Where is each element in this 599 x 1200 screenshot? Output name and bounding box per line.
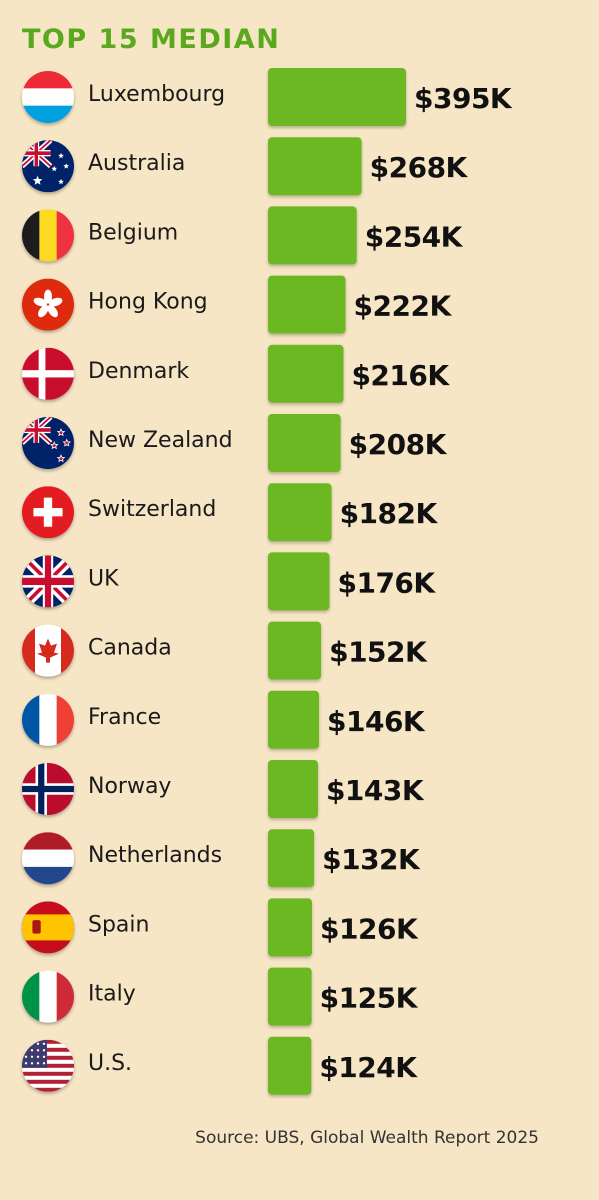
country-label: Belgium [88,220,178,245]
bar [268,68,406,126]
country-label: New Zealand [88,428,233,453]
country-label: Luxembourg [88,82,225,107]
chart-row: France $146K [22,690,426,749]
denmark-flag-icon [22,347,74,400]
value-label: $208K [349,428,448,461]
value-label: $182K [340,497,439,530]
chart-row: Luxembourg $395K [22,68,513,126]
value-label: $126K [320,912,419,945]
bar [268,344,344,403]
chart-row: New Zealand $208K [22,414,448,472]
chart-row: Belgium $254K [22,206,464,265]
chart-row: Denmark $216K [22,344,451,403]
country-label: Australia [88,151,185,176]
us-flag-icon [22,1039,74,1092]
bar [268,898,313,957]
value-label: $216K [351,359,450,392]
chart-row: Australia $268K [22,137,469,196]
new-zealand-flag-icon [22,417,74,469]
bar [268,1036,312,1095]
bar [268,829,315,888]
france-flag-icon [22,693,74,746]
norway-flag-icon [22,763,74,815]
chart-row: Spain $126K [22,898,419,957]
bar [268,967,312,1026]
chart-row: UK $176K [22,552,437,611]
canada-flag-icon [22,624,74,677]
country-label: Canada [88,636,172,661]
bar [268,483,332,542]
bar [268,552,330,611]
chart-row: U.S. $124K [22,1036,419,1095]
value-label: $222K [354,290,453,323]
bar [268,690,320,749]
source-note: Source: UBS, Global Wealth Report 2025 [195,1128,539,1148]
country-label: Spain [88,912,149,937]
netherlands-flag-icon [22,832,74,885]
chart-row: Norway $143K [22,760,425,818]
bar [268,275,346,334]
country-label: Italy [88,982,136,1007]
uk-flag-icon [22,555,74,608]
spain-flag-icon [22,901,74,954]
country-label: Netherlands [88,843,222,868]
value-label: $124K [319,1051,418,1084]
chart-row: Italy $125K [22,967,419,1026]
value-label: $125K [320,982,419,1015]
luxembourg-flag-icon [22,71,74,123]
bar-chart: Luxembourg $395K Australia $268K Belgium $254… [22,68,513,1095]
value-label: $254K [365,220,464,253]
chart-row: Switzerland $182K [22,483,439,542]
value-label: $395K [414,82,513,115]
country-label: U.S. [88,1051,132,1076]
hong-kong-flag-icon [22,278,74,331]
country-label: Norway [88,774,171,799]
country-label: Denmark [88,359,189,384]
country-label: Switzerland [88,497,216,522]
value-label: $176K [337,566,436,599]
country-label: Hong Kong [88,290,208,315]
bar [268,621,322,680]
chart-row: Canada $152K [22,621,429,680]
country-label: UK [88,566,119,591]
bar [268,414,341,472]
value-label: $268K [370,151,469,184]
chart-row: Hong Kong $222K [22,275,453,334]
country-label: France [88,705,161,730]
value-label: $132K [322,843,421,876]
value-label: $146K [327,705,426,738]
bar [268,760,318,818]
bar [268,206,357,265]
switzerland-flag-icon [22,486,74,539]
chart-title: TOP 15 MEDIAN [22,24,281,55]
chart-row: Netherlands $132K [22,829,422,888]
value-label: $152K [329,636,428,669]
australia-flag-icon [22,140,74,193]
italy-flag-icon [22,970,74,1023]
bar [268,137,362,196]
belgium-flag-icon [22,209,74,262]
value-label: $143K [326,774,425,807]
